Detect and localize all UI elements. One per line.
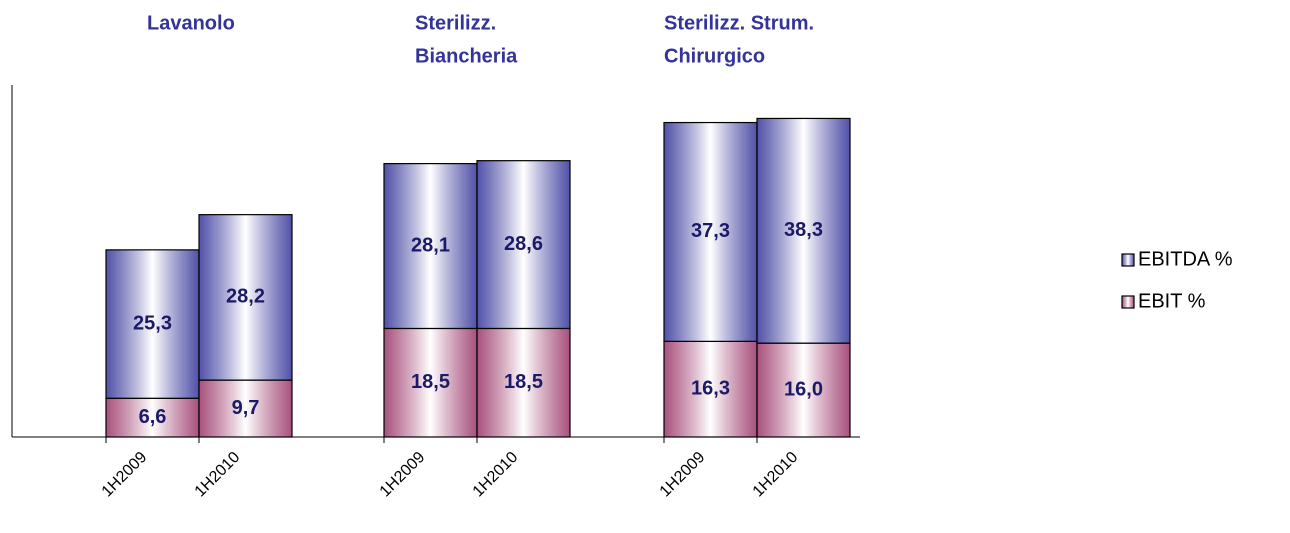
group-title: Lavanolo [147, 12, 235, 34]
value-label: 6,6 [139, 406, 167, 428]
bar-segment [663, 340, 758, 438]
x-tick-label: 1H2009 [657, 449, 709, 501]
legend-label: EBITDA % [1138, 248, 1233, 270]
value-label: 38,3 [784, 219, 823, 241]
legend-swatch [1121, 295, 1135, 309]
bar-segment [198, 379, 293, 438]
x-tick-label: 1H2010 [192, 449, 244, 501]
bar-segment [663, 121, 758, 342]
group-title: Sterilizz. [415, 12, 496, 34]
group-title: Sterilizz. Strum. [664, 12, 814, 34]
legend-swatch [1121, 253, 1135, 267]
value-label: 28,6 [504, 233, 543, 255]
group-title: Biancheria [415, 45, 518, 67]
value-label: 18,5 [411, 371, 450, 393]
bar-segment [105, 249, 200, 399]
value-label: 9,7 [232, 397, 260, 419]
group-title: Chirurgico [664, 45, 765, 67]
value-label: 16,3 [691, 377, 730, 399]
value-label: 18,5 [504, 371, 543, 393]
bar-segment [756, 117, 851, 344]
x-tick-label: 1H2010 [750, 449, 802, 501]
bar-segment [198, 214, 293, 381]
value-label: 28,2 [226, 286, 265, 308]
value-label: 25,3 [133, 312, 172, 334]
bar-segment [756, 342, 851, 438]
bar-segment [476, 327, 571, 438]
x-tick-label: 1H2009 [99, 449, 151, 501]
bar-segment [476, 160, 571, 330]
bar-segment [105, 397, 200, 438]
x-tick-label: 1H2009 [377, 449, 429, 501]
x-tick-label: 1H2010 [470, 449, 522, 501]
value-label: 37,3 [691, 220, 730, 242]
bar-segment [383, 163, 478, 330]
value-label: 28,1 [411, 234, 450, 256]
legend-label: EBIT % [1138, 290, 1206, 312]
value-label: 16,0 [784, 378, 823, 400]
bar-segment [383, 327, 478, 438]
